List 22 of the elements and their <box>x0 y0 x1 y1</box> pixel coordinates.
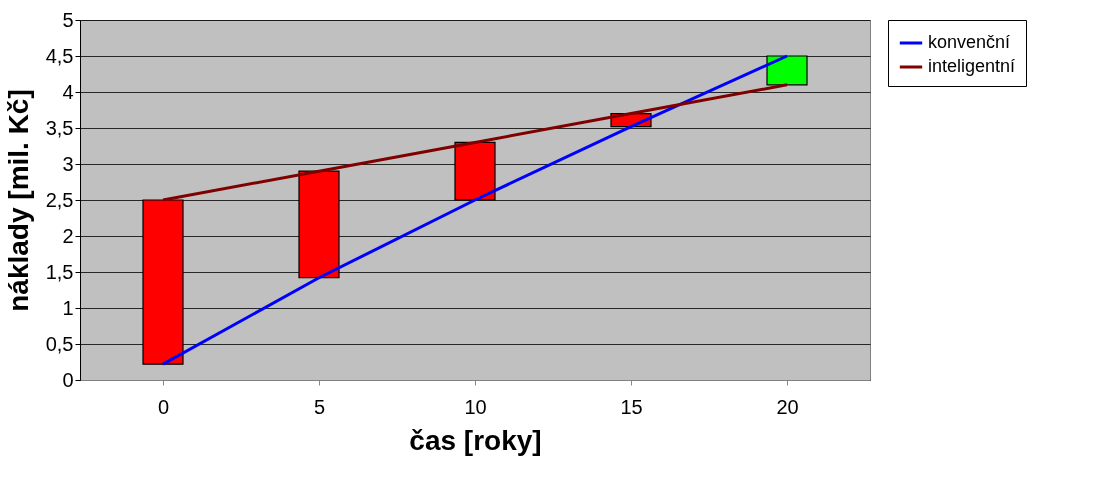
line-series <box>161 83 789 202</box>
y-tick-label: 4 <box>62 80 74 103</box>
x-tick-label: 10 <box>464 395 487 418</box>
y-tick-label: 0,5 <box>45 332 74 355</box>
y-axis-title: náklady [mil. Kč] <box>2 89 34 312</box>
y-tick-label: 5 <box>62 8 74 31</box>
y-tick-label: 0 <box>62 368 74 391</box>
y-tick-label: 2 <box>62 224 74 247</box>
x-axis-title: čas [roky] <box>409 424 542 456</box>
y-tick-label: 1,5 <box>45 260 74 283</box>
y-tick-label: 4,5 <box>45 44 74 67</box>
legend-label: konvenční <box>928 32 1011 52</box>
x-tick-label: 0 <box>157 395 170 418</box>
y-tick-label: 3 <box>62 152 74 175</box>
y-tick-label: 2,5 <box>45 188 74 211</box>
y-tick-label: 3,5 <box>45 116 74 139</box>
y-tick-label: 1 <box>62 296 74 319</box>
x-tick-label: 15 <box>620 395 643 418</box>
line-series <box>161 54 789 366</box>
x-tick-label: 5 <box>313 395 326 418</box>
x-tick-label: 20 <box>776 395 799 418</box>
legend-label: inteligentní <box>928 56 1016 76</box>
